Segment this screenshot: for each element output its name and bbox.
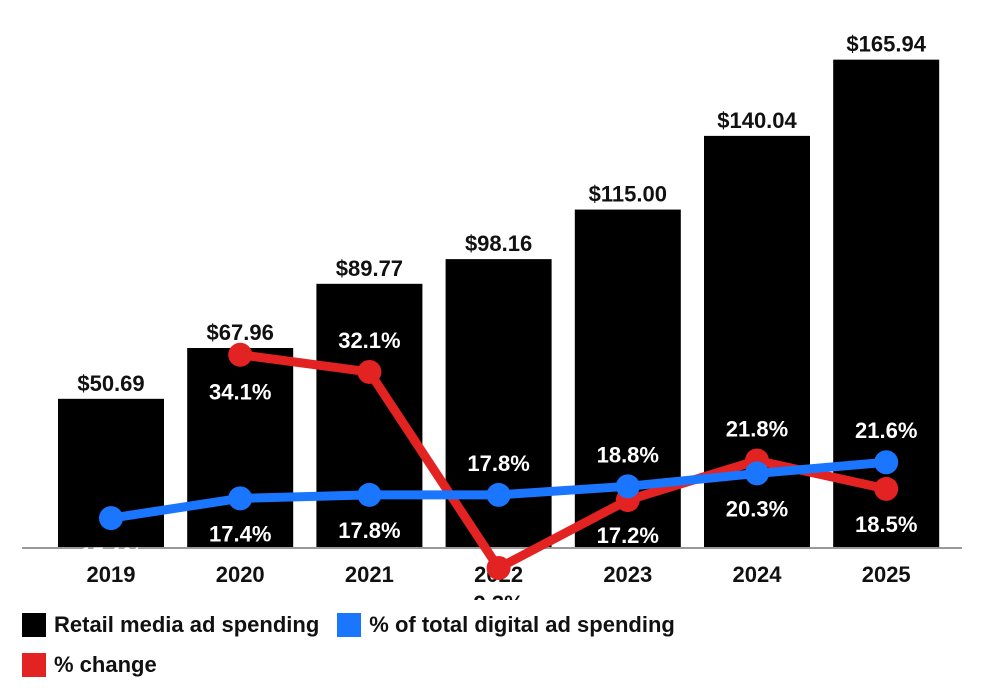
pct-change-line	[239, 350, 888, 573]
share-digital-point	[357, 482, 382, 507]
x-tick-label: 2024	[733, 562, 783, 587]
pct-change-point	[486, 556, 511, 581]
bar-2021	[316, 283, 423, 548]
legend-row-1: Retail media ad spending % of total digi…	[22, 608, 962, 642]
legend-item-pct-change: % change	[22, 652, 157, 678]
share-digital-value-label: 21.6%	[855, 418, 917, 443]
bar-value-label: $50.69	[77, 371, 144, 396]
x-tick-label: 2019	[87, 562, 136, 587]
pct-change-value-label: 17.2%	[597, 523, 659, 548]
legend-label-retail-media: Retail media ad spending	[54, 612, 320, 637]
share-digital-point	[228, 486, 253, 511]
share-digital-value-label: 20.3%	[726, 496, 788, 521]
bar-2020	[187, 348, 294, 548]
legend-swatch-retail-media	[22, 613, 46, 637]
bar-2025	[833, 59, 940, 548]
pct-change-point	[874, 476, 899, 501]
bar-value-label: $140.04	[717, 108, 797, 133]
legend-label-pct-change: % change	[54, 652, 157, 677]
legend-swatch-share-digital	[337, 613, 362, 637]
bar-value-label: $115.00	[589, 182, 667, 207]
pct-change-point	[357, 359, 382, 384]
pct-change-value-label: 9.3%	[474, 591, 524, 600]
bar-value-label: $67.96	[207, 320, 274, 345]
point-label-group: 15.1% 34.1% 17.4% 32.1% 17.8% 17.8% 9.3% 18.8% 1…	[80, 328, 918, 600]
legend-swatch-pct-change	[22, 653, 46, 677]
pct-change-value-label: 21.8%	[726, 417, 788, 442]
x-tick-label: 2021	[345, 562, 394, 587]
pct-change-point	[228, 342, 253, 367]
bar-value-label: $98.16	[465, 231, 532, 256]
bar-value-label: $89.77	[336, 256, 403, 281]
x-tick-label-group: 2019202020212022202320242025	[87, 562, 911, 587]
legend-item-share-digital: % of total digital ad spending	[337, 612, 675, 638]
x-tick-label: 2025	[862, 562, 911, 587]
share-digital-value-label: 17.8%	[467, 451, 529, 476]
legend-item-retail-media: Retail media ad spending	[22, 612, 319, 638]
bar-label-group: $50.69 $67.96 $89.77 $98.16 $115.00 $140.04 $1…	[77, 32, 926, 396]
legend-row-2: % change	[22, 648, 962, 682]
pct-change-value-label: 34.1%	[209, 380, 271, 405]
pct-change-value-label: 18.5%	[855, 512, 917, 537]
x-tick-label: 2023	[603, 562, 652, 587]
share-digital-point	[615, 474, 640, 499]
bar-2024	[704, 135, 810, 549]
legend-label-share-digital: % of total digital ad spending	[369, 612, 675, 637]
share-digital-value-label: 17.8%	[338, 518, 400, 543]
share-digital-value-label: 17.4%	[209, 521, 271, 546]
line-series-group	[99, 342, 899, 581]
legend: Retail media ad spending % of total digi…	[22, 608, 962, 688]
share-digital-value-label: 18.8%	[597, 442, 659, 467]
x-tick-label: 2020	[216, 562, 265, 587]
chart: $50.69 $67.96 $89.77 $98.16 $115.00 $140.04 $1…	[22, 32, 962, 600]
share-digital-point	[486, 482, 511, 507]
share-digital-value-label: 15.1%	[80, 543, 142, 568]
pct-change-value-label: 32.1%	[338, 328, 400, 353]
share-digital-point	[99, 506, 123, 531]
share-digital-point	[745, 461, 769, 486]
bar-value-label: $165.94	[846, 32, 926, 57]
share-digital-point	[874, 450, 899, 475]
